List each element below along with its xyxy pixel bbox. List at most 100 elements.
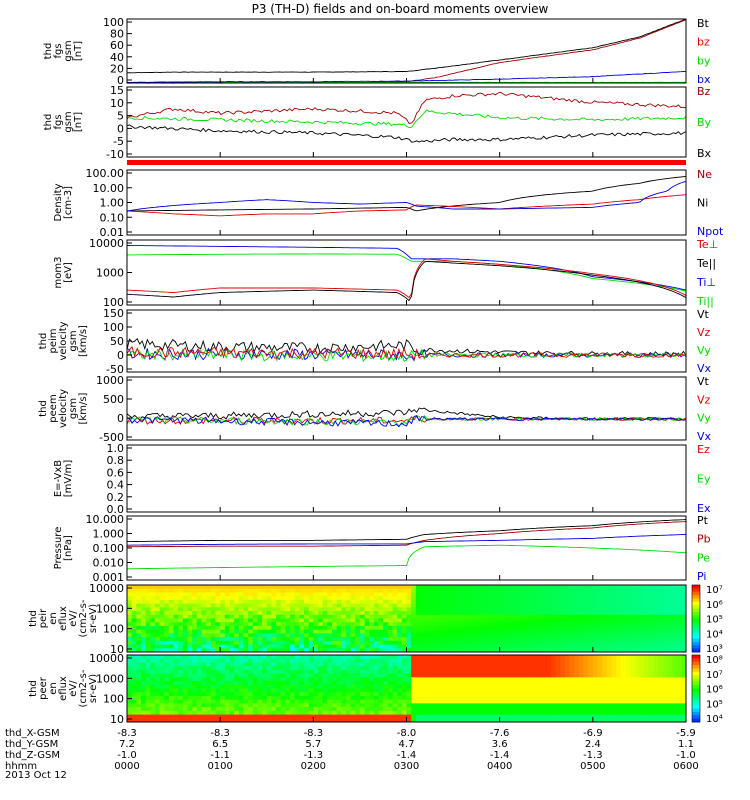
spectrogram-cell xyxy=(411,603,417,608)
spectrogram-cell xyxy=(168,625,175,631)
spectrogram-cell xyxy=(238,648,244,653)
spectrogram-cell xyxy=(434,718,440,723)
spectrogram-cell xyxy=(667,662,673,667)
spectrogram-cell xyxy=(355,629,361,634)
spectrogram-cell xyxy=(234,644,240,649)
spectrogram-cell xyxy=(196,684,203,689)
spectrogram-cell xyxy=(238,603,244,608)
spectrogram-cell xyxy=(592,618,598,623)
spectrogram-cell xyxy=(518,677,524,682)
spectrogram-cell xyxy=(322,637,328,642)
spectrogram-cell xyxy=(611,592,617,597)
colorbar-segment xyxy=(692,688,700,693)
legend-bx: bx xyxy=(697,73,711,86)
spectrogram-cell xyxy=(532,607,538,612)
spectrogram-cell xyxy=(681,707,687,712)
spectrogram-cell xyxy=(159,585,165,590)
spectrogram-cell xyxy=(569,633,575,638)
spectrogram-cell xyxy=(224,677,230,682)
spectrogram-cell xyxy=(662,692,668,697)
spectrogram-cell xyxy=(485,629,491,634)
spectrogram-cell xyxy=(555,655,561,660)
spectrogram-cell xyxy=(681,677,687,682)
spectrogram-cell xyxy=(602,588,608,593)
spectrogram-cell xyxy=(248,622,254,627)
spectrogram-cell xyxy=(453,692,459,697)
spectrogram-cell xyxy=(140,644,147,649)
spectrogram-cell xyxy=(578,648,585,653)
spectrogram-cell xyxy=(150,588,156,593)
spectrogram-cell xyxy=(383,611,389,616)
spectrogram-cell xyxy=(620,673,626,678)
spectrogram-cell xyxy=(429,681,435,686)
spectrogram-cell xyxy=(304,703,310,708)
spectrogram-cell xyxy=(495,585,501,590)
spectrogram-cell xyxy=(192,658,198,663)
spectrogram-cell xyxy=(271,655,277,660)
spectrogram-cell xyxy=(453,629,459,634)
spectrogram-cell xyxy=(425,718,431,723)
colorbar-tick-label: 10⁶ xyxy=(706,685,723,696)
spectrogram-cell xyxy=(196,603,203,608)
spectrogram-cell xyxy=(350,673,356,678)
spectrogram-cell xyxy=(215,703,221,708)
series-bz-line xyxy=(126,19,687,84)
spectrogram-cell xyxy=(499,614,505,619)
spectrogram-cell xyxy=(513,718,519,723)
spectrogram-cell xyxy=(331,662,338,667)
spectrogram-cell xyxy=(392,640,398,646)
spectrogram-cell xyxy=(173,655,179,660)
spectrogram-cell xyxy=(192,611,198,616)
spectrogram-cell xyxy=(546,718,552,723)
spectrogram-cell xyxy=(616,596,622,601)
spectrogram-cell xyxy=(280,684,286,689)
spectrogram-cell xyxy=(630,714,636,719)
spectrogram-cell xyxy=(313,607,319,612)
spectrogram-cell xyxy=(471,622,477,627)
spectrogram-cell xyxy=(611,714,617,719)
y-tick-label: 10.000 xyxy=(86,513,125,526)
spectrogram-cell xyxy=(294,681,300,686)
spectrogram-cell xyxy=(238,695,244,701)
spectrogram-cell xyxy=(439,640,445,646)
spectrogram-cell xyxy=(359,603,366,608)
spectrogram-cell xyxy=(462,637,468,642)
spectrogram-cell xyxy=(290,658,296,663)
spectrogram-cell xyxy=(331,585,338,590)
spectrogram-cell xyxy=(345,684,352,689)
spectrogram-cell xyxy=(411,673,417,678)
spectrogram-cell xyxy=(658,618,664,623)
spectrogram-cell xyxy=(140,618,147,623)
spectrogram-cell xyxy=(280,707,286,712)
spectrogram-cell xyxy=(616,710,622,716)
spectrogram-cell xyxy=(457,614,463,619)
spectrogram-cell xyxy=(625,633,631,638)
spectrogram-cell xyxy=(467,692,473,697)
spectrogram-cell xyxy=(606,599,612,605)
spectrogram-cell xyxy=(383,677,389,682)
spectrogram-cell xyxy=(439,588,445,593)
spectrogram-cell xyxy=(192,585,198,590)
spectrogram-cell xyxy=(536,681,543,686)
spectrogram-cell xyxy=(154,614,161,619)
spectrogram-cell xyxy=(178,669,184,675)
spectrogram-cell xyxy=(317,677,324,682)
spectrogram-cell xyxy=(653,655,659,660)
spectrogram-cell xyxy=(672,677,678,682)
spectrogram-cell xyxy=(564,684,571,689)
spectrogram-cell xyxy=(434,611,440,616)
spectrogram-cell xyxy=(187,718,193,723)
colorbar-frame xyxy=(691,584,701,653)
spectrogram-cell xyxy=(606,644,612,649)
panel-frame xyxy=(126,444,687,513)
spectrogram-cell xyxy=(252,666,258,671)
spectrogram-cell xyxy=(220,710,226,716)
spectrogram-cell xyxy=(443,684,449,689)
spectrogram-cell xyxy=(369,611,375,616)
spectrogram-cell xyxy=(522,640,529,646)
spectrogram-cell xyxy=(541,707,547,712)
spectrogram-cell xyxy=(290,707,296,712)
spectrogram-cell xyxy=(336,684,342,689)
spectrogram-cell xyxy=(238,666,244,671)
spectrogram-cell xyxy=(611,585,617,590)
